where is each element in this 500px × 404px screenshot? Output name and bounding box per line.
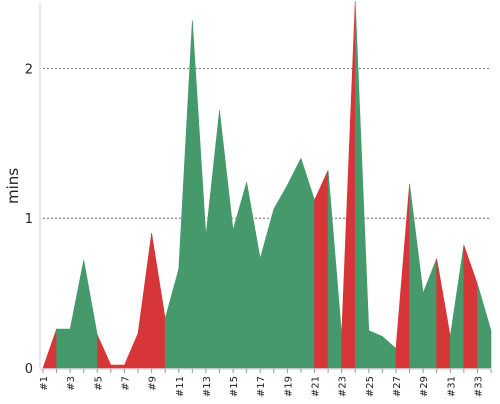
x-tick-label: #25	[365, 376, 376, 397]
area-segment-bad	[395, 183, 410, 369]
area-segment-good	[178, 20, 193, 369]
area-segment-good	[246, 182, 261, 369]
area-segment-good	[232, 182, 247, 369]
axes: 0 1 2 #1 #3 #5 #7 #9 #11 #13 #15 #17 #19 #21 #23 #25 #27…	[25, 4, 492, 397]
area-segment-bad	[341, 0, 356, 369]
x-tick-label: #5	[93, 376, 104, 391]
y-axis-label: mins	[4, 168, 22, 204]
area-segment-good	[449, 245, 465, 369]
area-segment-good	[409, 183, 424, 369]
x-tick-label: #3	[66, 376, 77, 391]
x-tick-label: #11	[175, 376, 186, 397]
area-segment-good	[69, 260, 85, 369]
area-segment-bad	[110, 364, 125, 369]
area-segment-good	[219, 110, 234, 369]
x-tick-label: #19	[283, 376, 294, 397]
area-segment-bad	[124, 333, 139, 369]
plot-area	[42, 0, 492, 369]
area-segment-bad	[42, 328, 57, 369]
x-tick-label: #1	[39, 376, 50, 391]
x-tick-label: #7	[120, 376, 131, 391]
x-tick-label: #31	[446, 376, 457, 397]
y-tick-label: 1	[25, 212, 33, 227]
area-segment-good	[354, 0, 370, 369]
area-segment-good	[259, 209, 275, 369]
x-tick-label: #17	[256, 376, 267, 397]
y-tick-label: 2	[25, 62, 33, 77]
x-tick-label: #21	[311, 376, 322, 397]
area-segment-good	[273, 184, 288, 369]
area-segment-good	[192, 20, 207, 369]
area-segment-bad	[463, 245, 478, 369]
area-segment-good	[382, 335, 397, 369]
area-segment-good	[83, 260, 98, 369]
area-segment-bad	[137, 233, 152, 369]
area-segment-good	[477, 284, 492, 369]
area-segment-bad	[151, 233, 166, 369]
x-tick-label: #23	[338, 376, 349, 397]
area-segment-good	[205, 110, 220, 369]
area-segment-bad	[97, 334, 112, 369]
area-segment-good	[422, 258, 437, 369]
x-tick-label: #13	[202, 376, 213, 397]
area-segment-bad	[436, 258, 451, 369]
area-segment-good	[56, 328, 71, 369]
x-tick-label: #27	[392, 376, 403, 397]
area-segment-good	[327, 170, 342, 369]
x-tick-label: #15	[229, 376, 240, 397]
y-tick-label: 0	[25, 362, 33, 377]
x-tick-label: #9	[148, 376, 159, 391]
area-segment-good	[368, 330, 383, 369]
area-segment-bad	[314, 170, 329, 369]
area-segment-good	[287, 158, 302, 369]
area-segment-good	[164, 269, 180, 369]
area-segment-good	[300, 158, 315, 369]
x-tick-label: #29	[419, 376, 430, 397]
x-tick-label: #33	[473, 376, 484, 397]
gridlines	[43, 68, 491, 219]
